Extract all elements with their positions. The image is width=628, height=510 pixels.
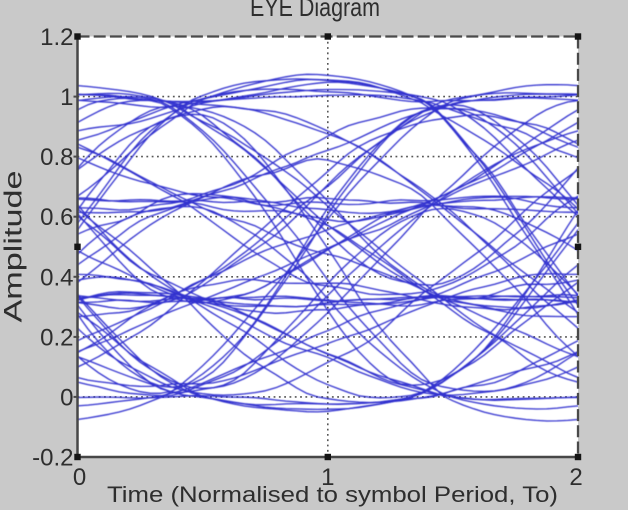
svg-text:0.2: 0.2 — [40, 324, 73, 351]
svg-text:0: 0 — [73, 464, 86, 491]
svg-text:EYE Diagram: EYE Diagram — [250, 0, 380, 22]
svg-text:0: 0 — [60, 384, 73, 411]
svg-text:1: 1 — [321, 464, 334, 491]
svg-text:2: 2 — [569, 464, 582, 491]
svg-text:Time (Normalised to symbol Per: Time (Normalised to symbol Period, To) — [107, 482, 558, 507]
svg-text:0.6: 0.6 — [40, 204, 73, 231]
svg-text:0.8: 0.8 — [40, 144, 73, 171]
svg-text:Amplitude: Amplitude — [0, 171, 28, 323]
svg-text:1.2: 1.2 — [40, 24, 73, 51]
svg-text:0.4: 0.4 — [40, 264, 73, 291]
svg-text:1: 1 — [60, 84, 73, 111]
svg-text:-0.2: -0.2 — [32, 445, 73, 472]
